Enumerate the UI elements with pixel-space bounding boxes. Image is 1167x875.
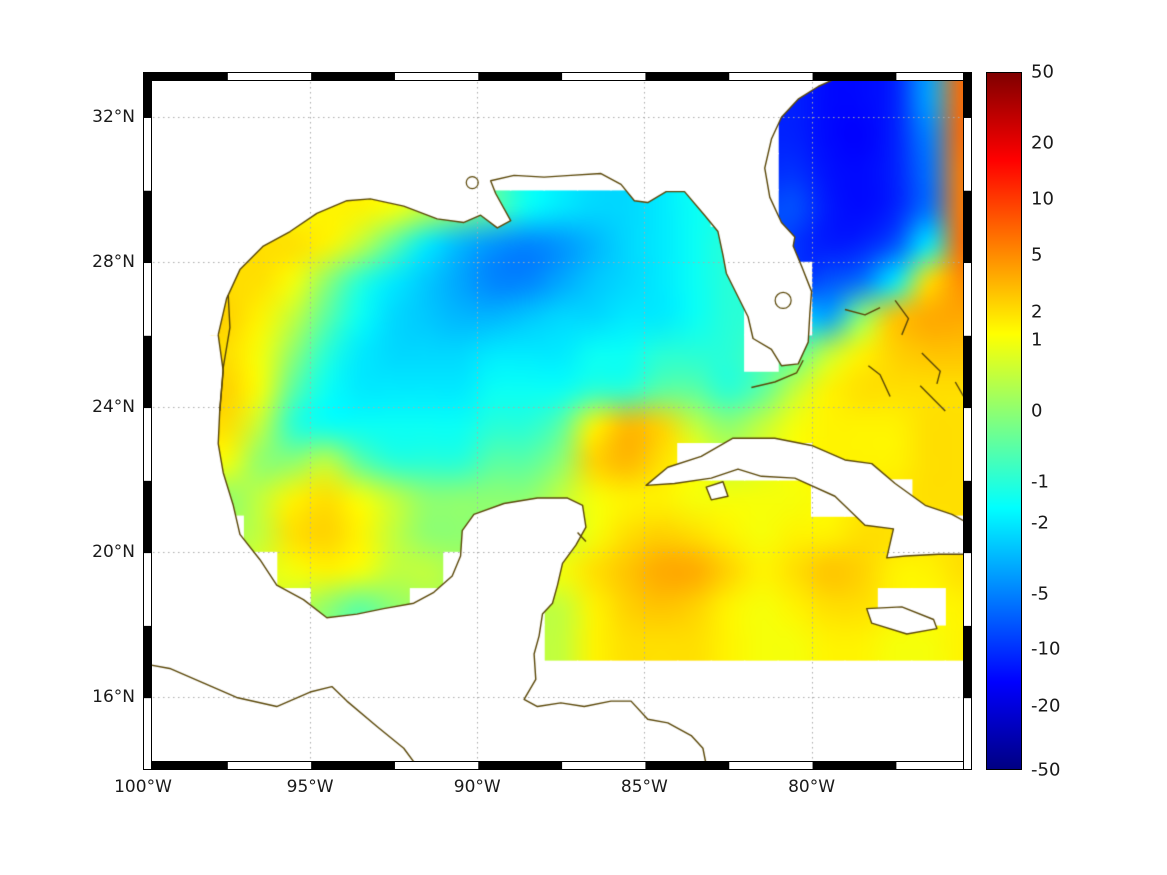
frame-right-band (963, 72, 972, 770)
colorbar-tick-label: 50 (1031, 61, 1054, 83)
frame-top-band (143, 72, 972, 81)
colorbar-tick-label: 10 (1031, 188, 1054, 210)
lat-tick-label: 16°N (92, 687, 135, 708)
colorbar-tick-label: -50 (1031, 759, 1061, 781)
colorbar-tick-label: -1 (1031, 471, 1049, 493)
colorbar-tick-label: 20 (1031, 132, 1054, 154)
colorbar-tick-label: -20 (1031, 695, 1061, 717)
lon-tick-label: 100°W (114, 777, 172, 797)
lat-tick-label: 20°N (92, 542, 135, 563)
colorbar-tick-label: -2 (1031, 512, 1049, 534)
colorbar (986, 72, 1022, 770)
lon-tick-label: 90°W (453, 777, 501, 797)
colorbar-tick-label: 0 (1031, 400, 1043, 422)
lon-tick-label: 95°W (286, 777, 334, 797)
lat-tick-label: 32°N (92, 107, 135, 128)
lon-tick-label: 80°W (788, 777, 836, 797)
lon-tick-label: 85°W (620, 777, 668, 797)
colorbar-tick-label: 5 (1031, 244, 1043, 266)
colorbar-tick-label: 1 (1031, 329, 1043, 351)
colorbar-tick-label: -5 (1031, 583, 1049, 605)
colorbar-tick-label: -10 (1031, 638, 1061, 660)
frame-bottom-band (143, 761, 972, 770)
map-canvas (143, 72, 972, 770)
lat-tick-label: 24°N (92, 397, 135, 418)
frame-left-band (143, 72, 152, 770)
lat-tick-label: 28°N (92, 252, 135, 273)
map-plot (143, 72, 972, 770)
colorbar-tick-label: 2 (1031, 301, 1043, 323)
